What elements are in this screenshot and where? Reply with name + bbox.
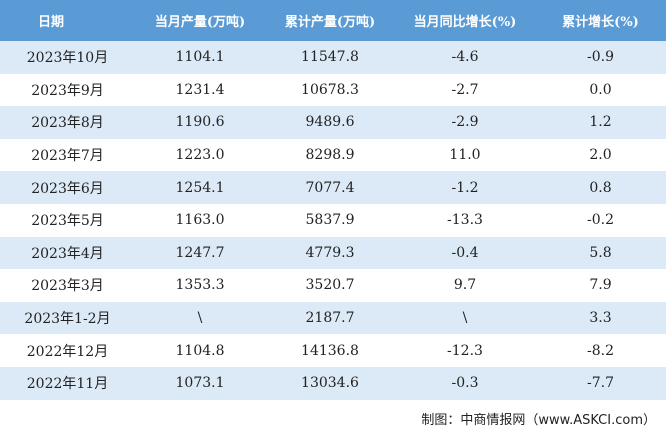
- table-cell: 8298.9: [305, 147, 355, 164]
- table-cell: 10678.3: [301, 81, 359, 98]
- header-cell: 日期: [0, 0, 135, 41]
- table-cell: 1073.1: [135, 366, 265, 400]
- table-cell: 1353.3: [175, 277, 225, 294]
- table-cell: 5837.9: [305, 212, 355, 229]
- table-cell: 14136.8: [301, 342, 359, 359]
- data-table: 日期 当月产量(万吨) 累计产量(万吨) 当月同比增长(%) 累计增长(%) 2023年…: [0, 0, 666, 400]
- header-cell: 累计增长(%): [535, 0, 666, 41]
- table-cell: 2023年7月: [31, 148, 104, 165]
- table-cell: -1.2: [395, 171, 535, 204]
- table-cell: -0.4: [395, 236, 535, 270]
- table-row: 2023年1-2月 \ 2187.7 \ 3.3: [0, 301, 666, 335]
- table-cell: 1104.1: [135, 41, 265, 74]
- table-cell: -0.3: [395, 366, 535, 400]
- table-row: 2023年6月 1254.1 7077.4 -1.2 0.8: [0, 171, 666, 204]
- table-cell: 1254.1: [135, 171, 265, 204]
- table-cell: 11.0: [449, 147, 481, 164]
- header-cell: 累计产量(万吨): [265, 0, 395, 41]
- header-row: 日期 当月产量(万吨) 累计产量(万吨) 当月同比增长(%) 累计增长(%): [0, 0, 666, 41]
- table-cell: 2023年5月: [31, 213, 104, 230]
- table-cell: 2022年11月: [0, 366, 135, 400]
- table-row: 2022年12月 1104.8 14136.8 -12.3 -8.2: [0, 334, 666, 367]
- table-cell: 13034.6: [265, 366, 395, 400]
- table-cell: 3.3: [535, 301, 666, 335]
- table-cell: 3520.7: [305, 277, 355, 294]
- table-cell: 11547.8: [265, 41, 395, 74]
- table-row: 2023年3月 1353.3 3520.7 9.7 7.9: [0, 269, 666, 302]
- table-cell: -12.3: [447, 342, 483, 359]
- table-cell: 9.7: [453, 277, 477, 294]
- table-cell: 5.8: [535, 236, 666, 270]
- table-row: 2023年7月 1223.0 8298.9 11.0 2.0: [0, 139, 666, 172]
- table-row: 2023年5月 1163.0 5837.9 -13.3 -0.2: [0, 204, 666, 237]
- table-cell: -13.3: [447, 212, 483, 229]
- table-cell: 1247.7: [135, 236, 265, 270]
- table-cell: 2023年3月: [31, 278, 104, 295]
- table-cell: 1163.0: [175, 212, 225, 229]
- table-cell: 2.0: [589, 147, 612, 164]
- header-cell: 当月产量(万吨): [135, 0, 265, 41]
- table-cell: 2023年8月: [0, 106, 135, 139]
- table-cell: 1231.4: [175, 81, 225, 98]
- table-cell: 2023年1-2月: [0, 301, 135, 335]
- table-cell: \: [395, 301, 535, 335]
- table-row: 2023年8月 1190.6 9489.6 -2.9 1.2: [0, 106, 666, 139]
- table-cell: 2022年12月: [26, 343, 109, 360]
- table-cell: -0.2: [587, 212, 614, 229]
- table-cell: \: [135, 301, 265, 335]
- table-cell: 2187.7: [265, 301, 395, 335]
- table-cell: -2.9: [395, 106, 535, 139]
- header-cell: 当月同比增长(%): [395, 0, 535, 41]
- table-cell: 2023年6月: [0, 171, 135, 204]
- table-cell: 4779.3: [265, 236, 395, 270]
- table-row: 2023年4月 1247.7 4779.3 -0.4 5.8: [0, 236, 666, 270]
- table-row: 2023年9月 1231.4 10678.3 -2.7 0.0: [0, 74, 666, 107]
- table-cell: 9489.6: [265, 106, 395, 139]
- table-cell: -8.2: [587, 342, 614, 359]
- table-cell: 1190.6: [135, 106, 265, 139]
- table-body: 2023年10月 1104.1 11547.8 -4.6 -0.9 2023年9月 1231…: [0, 41, 666, 400]
- table-row: 2023年10月 1104.1 11547.8 -4.6 -0.9: [0, 41, 666, 74]
- table-cell: 7077.4: [265, 171, 395, 204]
- table-cell: -7.7: [535, 366, 666, 400]
- table-cell: 7.9: [589, 277, 612, 294]
- table-cell: 0.0: [589, 81, 612, 98]
- footer: 制图：中商情报网（www.ASKCI.com）: [421, 413, 656, 428]
- table-cell: 1.2: [535, 106, 666, 139]
- table-cell: 0.8: [535, 171, 666, 204]
- table-cell: 1104.8: [175, 342, 225, 359]
- table-cell: 1223.0: [175, 147, 225, 164]
- table-cell: 2023年10月: [0, 41, 135, 74]
- table-cell: -4.6: [395, 41, 535, 74]
- table-cell: -0.9: [535, 41, 666, 74]
- table-cell: -2.7: [451, 81, 479, 98]
- table-cell: 2023年4月: [0, 236, 135, 270]
- table-cell: 2023年9月: [31, 82, 104, 99]
- table-row: 2022年11月 1073.1 13034.6 -0.3 -7.7: [0, 366, 666, 400]
